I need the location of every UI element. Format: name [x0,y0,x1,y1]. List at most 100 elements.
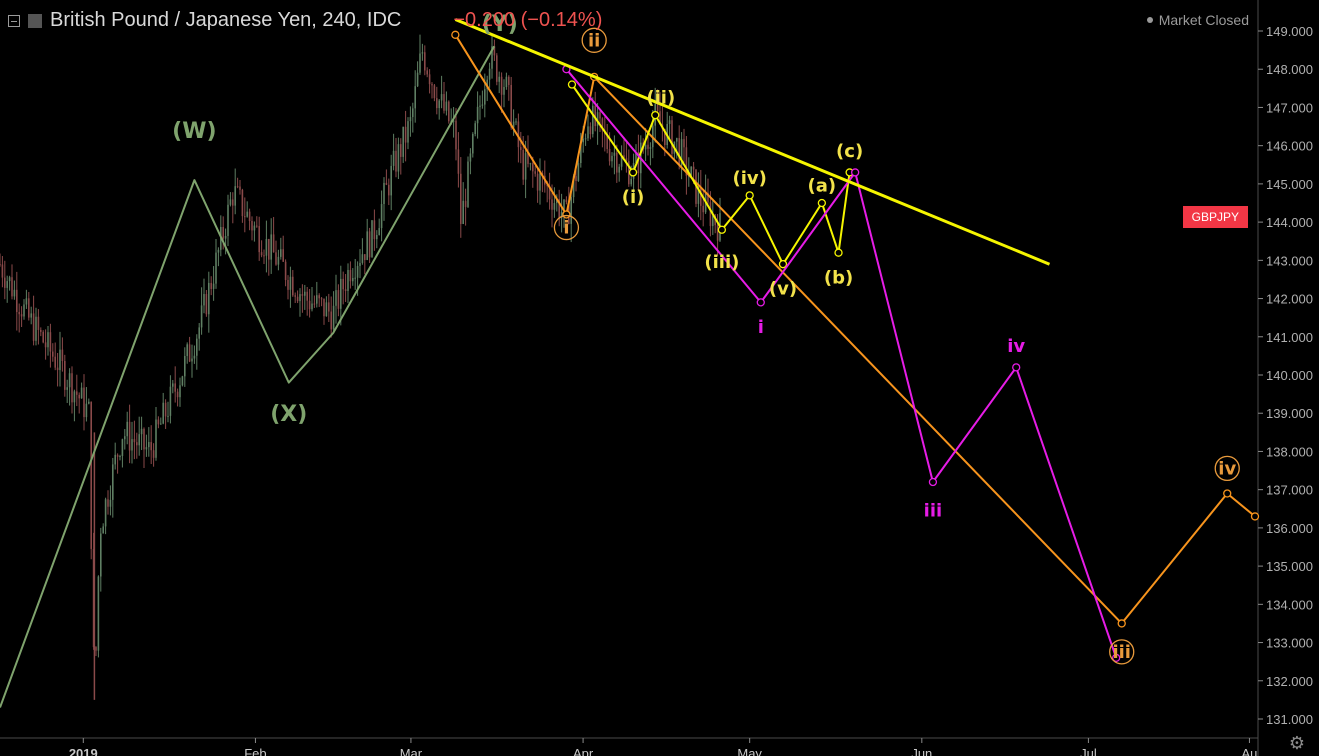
candle-body [479,105,481,107]
candle-body [582,138,584,143]
candle-body [104,499,107,527]
candle-body [119,456,121,458]
candle-body [630,178,632,185]
candle-body [503,87,505,95]
candle-body [709,202,712,227]
candle-body [529,163,532,165]
candle-body [647,144,649,149]
candle-body [467,161,469,207]
candle-body [431,84,433,86]
wave-point-marker [928,477,938,487]
candle-body [90,401,92,549]
candle-body [140,428,143,435]
candle-body [407,121,409,143]
candle-body [133,439,136,443]
settings-gear-icon[interactable]: ⚙ [1288,733,1305,753]
candle-body [371,220,373,258]
symbol-title[interactable]: British Pound / Japanese Yen, 240, IDC [50,9,402,31]
wave-point-marker [717,225,727,234]
candle-body [68,373,71,388]
collapse-icon[interactable] [8,14,20,27]
candle-body [462,200,464,224]
x-tick-label: Apr [573,746,594,756]
candle-body [143,428,145,450]
y-tick-label: 149.000 [1266,24,1313,39]
candle-body [256,225,258,227]
y-tick-label: 141.000 [1266,330,1313,345]
candle-body [644,144,647,150]
candle-body [97,576,100,651]
candle-body [376,234,378,240]
candle-body [481,104,484,106]
candle-body [282,249,284,262]
candle-body [587,126,589,139]
candle-body [419,53,421,73]
candle-body [208,282,210,315]
wave-label: i [758,317,764,338]
wave-line-4 [565,68,1118,659]
candle-body [152,450,155,458]
candle-body [292,276,294,296]
x-tick-label: Jul [1080,746,1097,756]
candle-body [649,147,652,149]
y-tick-label: 144.000 [1266,215,1313,230]
candle-body [49,332,52,352]
candle-body [424,52,426,71]
candle-body [244,216,246,218]
candle-body [426,70,428,75]
candle-body [76,391,78,395]
candle-body [445,101,448,111]
candle-body [551,199,553,210]
wave-label-circle [1214,455,1240,482]
candle-body [80,387,83,399]
wave-label: iii [1112,642,1131,663]
candle-body [460,173,462,224]
y-tick-label: 136.000 [1266,521,1313,536]
wave-label: ii [588,30,600,51]
candle-body [100,533,102,577]
candle-body [373,220,376,240]
candle-body [596,112,599,127]
wave-label: (ii) [646,88,675,109]
candle-body [508,76,510,85]
candle-body [229,199,232,205]
wave-label: (Y) [482,12,518,37]
candle-body [496,55,498,82]
candle-body [311,303,313,310]
candle-body [716,225,719,241]
candle-body [359,262,361,266]
candle-body [186,344,188,357]
y-tick-label: 145.000 [1266,177,1313,192]
wave-label: iv [1007,336,1025,357]
candle-body [412,108,414,118]
candle-body [599,112,601,119]
candle-body [464,200,467,207]
wave-label: (iii) [704,252,739,273]
candle-body [258,226,260,253]
candle-body [128,421,131,451]
symbol-icon [28,13,42,28]
y-tick-label: 147.000 [1266,100,1313,115]
candle-body [692,166,695,170]
candle-body [148,442,150,448]
candle-body [301,294,304,296]
candle-body [584,138,587,140]
candle-body [469,153,472,162]
candle-body [265,238,268,256]
candle-body [116,454,119,457]
wave-line-1 [454,34,1256,625]
candle-body [472,134,474,154]
wave-point-marker [628,168,638,177]
candle-body [248,211,251,221]
wave-point-marker [451,30,460,39]
candle-body [438,100,440,109]
candle-body [203,294,205,306]
y-tick-label: 135.000 [1266,559,1313,574]
candle-body [517,121,520,148]
candle-body [71,373,73,403]
x-tick-label: Feb [244,746,266,756]
candle-body [443,94,445,111]
candle-body [330,311,332,330]
y-tick-label: 137.000 [1266,483,1313,498]
candle-body [476,106,479,124]
